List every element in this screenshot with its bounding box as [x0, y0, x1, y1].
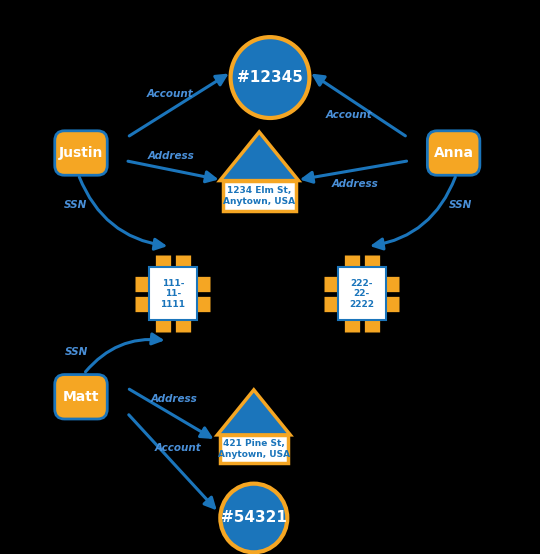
Circle shape	[441, 135, 467, 162]
FancyBboxPatch shape	[427, 131, 480, 175]
Circle shape	[68, 135, 94, 162]
Circle shape	[68, 379, 94, 406]
Text: SSN: SSN	[65, 347, 89, 357]
FancyBboxPatch shape	[55, 375, 107, 419]
Text: Account: Account	[146, 89, 193, 99]
Text: Account: Account	[326, 110, 373, 120]
Circle shape	[231, 37, 309, 118]
Circle shape	[220, 484, 287, 552]
Text: 111-
11-
1111: 111- 11- 1111	[160, 279, 185, 309]
Text: Justin: Justin	[59, 146, 103, 161]
Text: Matt: Matt	[63, 390, 99, 404]
Text: Account: Account	[154, 443, 201, 453]
Text: Address: Address	[332, 179, 379, 189]
FancyBboxPatch shape	[220, 435, 288, 463]
Text: SSN: SSN	[449, 200, 472, 210]
Text: 1234 Elm St,
Anytown, USA: 1234 Elm St, Anytown, USA	[223, 186, 295, 206]
Text: #12345: #12345	[237, 70, 303, 85]
Text: Address: Address	[148, 151, 194, 161]
FancyBboxPatch shape	[223, 181, 296, 211]
FancyBboxPatch shape	[55, 131, 107, 175]
Text: 222-
22-
2222: 222- 22- 2222	[349, 279, 374, 309]
Text: SSN: SSN	[64, 200, 87, 210]
Text: #54321: #54321	[221, 510, 287, 526]
Text: Anna: Anna	[434, 146, 474, 161]
Text: 421 Pine St,
Anytown, USA: 421 Pine St, Anytown, USA	[218, 439, 290, 459]
Text: Address: Address	[150, 394, 197, 404]
FancyBboxPatch shape	[149, 267, 197, 320]
Polygon shape	[217, 390, 291, 435]
FancyBboxPatch shape	[338, 267, 386, 320]
Polygon shape	[220, 132, 299, 181]
